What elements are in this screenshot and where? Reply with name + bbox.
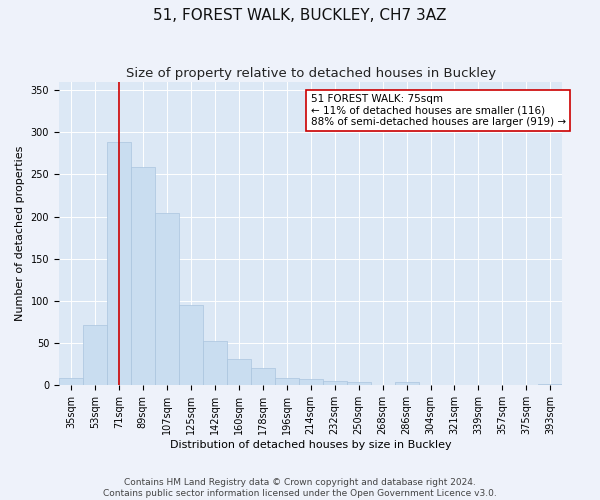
Bar [251,368,275,386]
Title: Size of property relative to detached houses in Buckley: Size of property relative to detached ho… [125,68,496,80]
Text: 51, FOREST WALK, BUCKLEY, CH7 3AZ: 51, FOREST WALK, BUCKLEY, CH7 3AZ [153,8,447,22]
Bar [203,342,227,386]
Y-axis label: Number of detached properties: Number of detached properties [15,146,25,321]
X-axis label: Distribution of detached houses by size in Buckley: Distribution of detached houses by size … [170,440,451,450]
Bar [347,382,371,386]
Bar [131,167,155,386]
Bar [59,378,83,386]
Text: 51 FOREST WALK: 75sqm
← 11% of detached houses are smaller (116)
88% of semi-det: 51 FOREST WALK: 75sqm ← 11% of detached … [311,94,566,127]
Bar [83,326,107,386]
Bar [227,359,251,386]
Bar [275,378,299,386]
Bar [155,214,179,386]
Bar [395,382,419,386]
Bar [299,378,323,386]
Bar [179,305,203,386]
Text: Contains HM Land Registry data © Crown copyright and database right 2024.
Contai: Contains HM Land Registry data © Crown c… [103,478,497,498]
Bar [538,384,562,386]
Bar [323,381,347,386]
Bar [107,142,131,386]
